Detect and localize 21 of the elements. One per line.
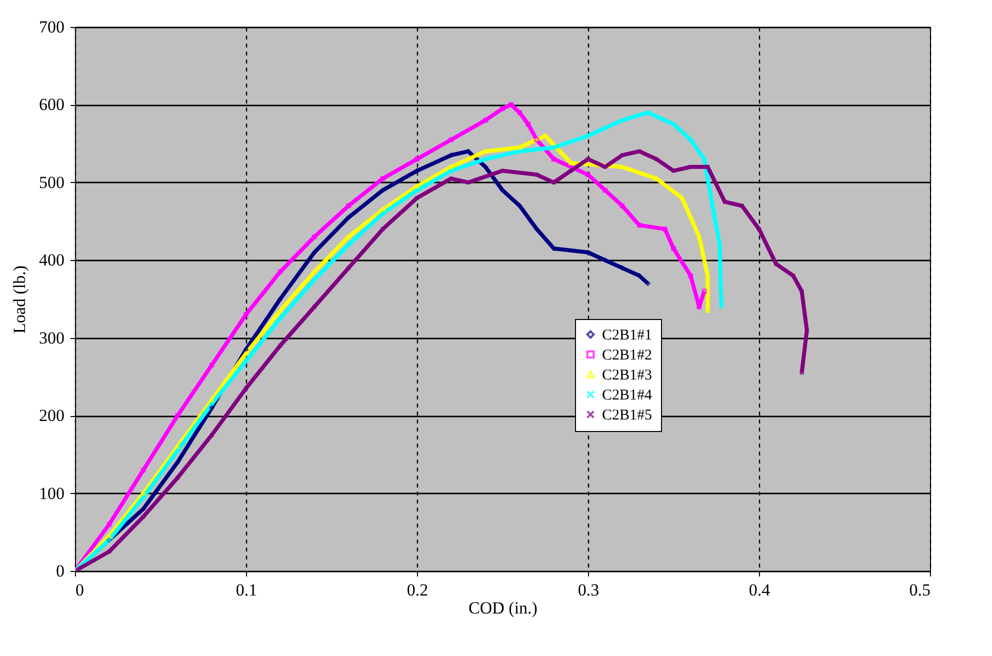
- x-tick-label: 0: [76, 580, 84, 600]
- y-tick-label: 100: [39, 484, 64, 503]
- y-tick-label: 0: [56, 562, 64, 580]
- y-tick-label: 500: [39, 172, 64, 192]
- x-tick-label: 0.5: [909, 580, 930, 600]
- y-axis-title: Load (lb.): [10, 266, 29, 334]
- y-tick-label: 600: [39, 95, 64, 114]
- x-tick-label: 0.2: [406, 580, 428, 600]
- x-tick-label: 0.4: [748, 580, 771, 600]
- legend-label: C2B1#5: [602, 408, 652, 424]
- x-tick-label: 0.1: [236, 580, 258, 600]
- y-tick-label: 700: [39, 18, 64, 36]
- y-tick-label: 400: [39, 250, 64, 270]
- y-tick-label: 200: [39, 406, 64, 426]
- legend-label: C2B1#3: [602, 368, 652, 384]
- x-axis-title: COD (in.): [468, 598, 538, 618]
- legend-label: C2B1#2: [602, 348, 652, 364]
- legend-label: C2B1#4: [602, 388, 653, 404]
- legend-label: C2B1#1: [602, 328, 652, 344]
- y-tick-label: 300: [39, 328, 64, 348]
- x-tick-label: 0.3: [578, 580, 600, 600]
